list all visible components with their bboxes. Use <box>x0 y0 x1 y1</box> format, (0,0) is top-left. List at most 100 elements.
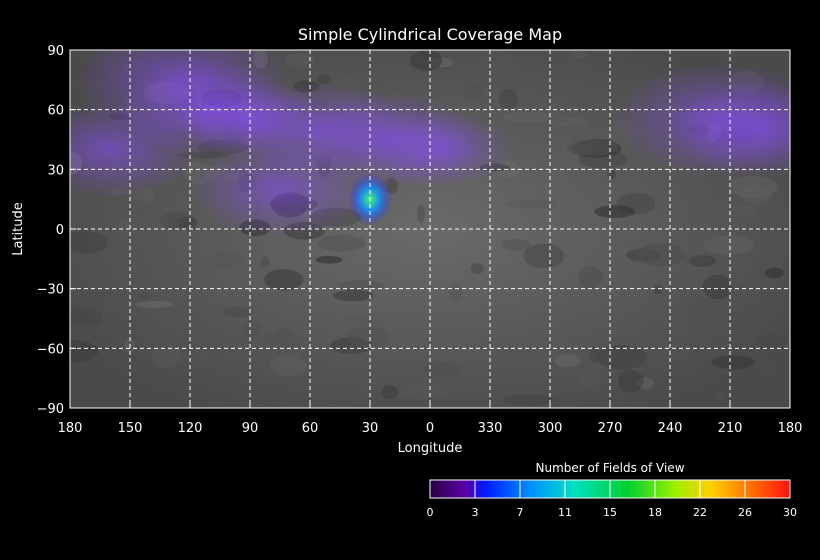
x-tick-label: 30 <box>362 421 379 436</box>
colorbar-tick-label: 15 <box>603 506 617 519</box>
surface-feature <box>594 205 635 219</box>
surface-feature <box>683 255 713 265</box>
surface-feature <box>507 199 557 209</box>
x-tick-label: 270 <box>598 421 623 436</box>
chart-title: Simple Cylindrical Coverage Map <box>298 25 562 44</box>
coverage-region <box>367 111 513 188</box>
surface-feature <box>259 386 301 395</box>
surface-feature <box>315 255 343 264</box>
surface-feature <box>316 74 332 84</box>
x-tick-label: 180 <box>778 421 803 436</box>
colorbar-tick-label: 0 <box>427 506 434 519</box>
surface-feature <box>753 359 780 376</box>
x-tick-label: 60 <box>302 421 319 436</box>
y-tick-label: −90 <box>37 402 64 417</box>
surface-feature <box>653 284 663 295</box>
surface-feature <box>635 243 685 267</box>
x-tick-label: 180 <box>58 421 83 436</box>
surface-feature <box>262 328 304 352</box>
surface-feature <box>518 142 543 150</box>
surface-feature <box>577 265 603 289</box>
surface-feature <box>191 340 213 361</box>
surface-feature <box>423 362 461 376</box>
surface-feature <box>619 218 648 242</box>
surface-feature <box>298 352 332 365</box>
surface-feature <box>569 50 589 59</box>
y-tick-label: 0 <box>56 223 64 238</box>
surface-feature <box>317 235 366 252</box>
surface-feature <box>381 384 398 400</box>
x-tick-label: 150 <box>118 421 143 436</box>
surface-feature <box>464 83 484 99</box>
surface-feature <box>616 192 656 215</box>
colorbar-tick-label: 7 <box>517 506 524 519</box>
surface-feature <box>171 217 194 229</box>
surface-feature <box>756 333 790 350</box>
surface-feature <box>502 394 555 406</box>
x-axis: 180 150 120 90 60 30 0 330 300 270 240 210 180 <box>58 402 803 436</box>
colorbar-tick-label: 18 <box>648 506 662 519</box>
coverage-region <box>70 101 201 198</box>
surface-feature <box>498 89 519 110</box>
y-tick-label: 60 <box>47 104 64 119</box>
colorbar-tick-label: 22 <box>693 506 707 519</box>
colorbar-tick-label: 26 <box>738 506 752 519</box>
surface-feature <box>222 306 252 318</box>
surface-feature <box>70 339 98 363</box>
surface-feature <box>470 263 484 275</box>
x-tick-label: 90 <box>242 421 259 436</box>
y-tick-label: −60 <box>37 342 64 357</box>
surface-feature <box>680 296 719 323</box>
surface-feature <box>702 235 755 255</box>
surface-feature <box>108 388 141 408</box>
surface-feature <box>70 230 108 254</box>
x-axis-label: Longitude <box>398 441 463 456</box>
colorbar-label: Number of Fields of View <box>535 461 684 475</box>
y-tick-label: −30 <box>37 283 64 298</box>
surface-feature <box>347 326 389 348</box>
colorbar-tick-label: 3 <box>472 506 479 519</box>
surface-feature <box>270 356 308 377</box>
surface-feature <box>285 53 316 68</box>
y-tick-label: 30 <box>47 163 64 178</box>
surface-feature <box>115 218 135 239</box>
y-tick-label: 90 <box>47 44 64 59</box>
surface-feature <box>606 169 616 181</box>
surface-feature <box>596 345 648 370</box>
surface-feature <box>578 369 602 387</box>
surface-feature <box>732 282 744 289</box>
surface-feature <box>340 317 378 327</box>
surface-feature <box>337 280 384 291</box>
x-tick-label: 120 <box>178 421 203 436</box>
surface-feature <box>178 216 197 231</box>
surface-feature <box>158 212 196 229</box>
surface-feature <box>206 252 244 268</box>
surface-feature <box>400 384 448 399</box>
y-axis-label: Latitude <box>11 202 26 256</box>
surface-feature <box>618 369 644 393</box>
surface-feature <box>523 243 565 269</box>
colorbar-ticks: 0 3 7 11 15 18 22 26 30 <box>427 480 797 519</box>
surface-feature <box>554 353 581 368</box>
x-tick-label: 210 <box>718 421 743 436</box>
surface-feature <box>416 205 425 224</box>
surface-feature <box>449 282 462 303</box>
surface-feature <box>137 292 154 300</box>
colorbar: Number of Fields of View 0 3 7 11 15 18 22 26 30 <box>427 461 798 519</box>
surface-feature <box>589 346 600 364</box>
colorbar-tick-label: 11 <box>558 506 572 519</box>
surface-feature <box>135 300 174 308</box>
surface-feature <box>501 239 531 251</box>
surface-feature <box>241 320 261 339</box>
surface-feature <box>711 355 756 370</box>
grid-lines <box>70 50 790 408</box>
x-tick-label: 240 <box>658 421 683 436</box>
surface-feature <box>636 377 655 390</box>
surface-feature <box>765 267 784 279</box>
x-tick-label: 0 <box>426 421 434 436</box>
surface-feature <box>477 52 520 79</box>
x-tick-label: 330 <box>478 421 503 436</box>
surface-feature <box>566 140 618 156</box>
surface-feature <box>702 274 733 300</box>
